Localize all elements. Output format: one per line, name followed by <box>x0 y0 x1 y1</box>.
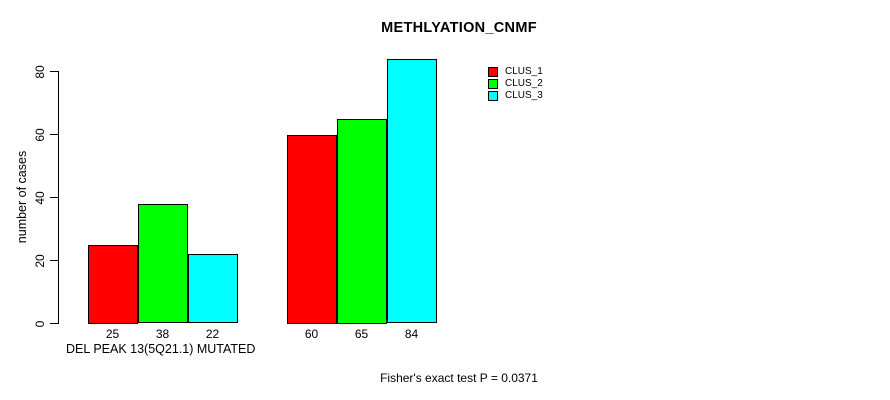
bar-value-label: 60 <box>304 327 319 341</box>
x-axis-label: DEL PEAK 13(5Q21.1) MUTATED <box>66 342 256 356</box>
y-tick-label: 80 <box>33 65 47 79</box>
legend: CLUS_1 CLUS_2 CLUS_3 <box>488 66 543 102</box>
y-tick-mark <box>50 197 59 199</box>
y-tick-label: 40 <box>33 190 47 205</box>
legend-label: CLUS_1 <box>505 66 543 77</box>
y-axis-title: number of cases <box>15 150 29 244</box>
bar-value-label: 65 <box>354 327 369 341</box>
bar-clus_2-group2 <box>336 118 387 324</box>
legend-item: CLUS_3 <box>488 90 543 102</box>
y-tick-label: 60 <box>33 128 47 142</box>
legend-swatch-clus_1 <box>488 67 498 77</box>
y-tick-mark <box>50 259 59 262</box>
y-tick-label: 20 <box>33 253 47 268</box>
bar-clus_1-group1 <box>87 244 138 324</box>
chart-title: METHLYATION_CNMF <box>381 20 537 36</box>
legend-swatch-clus_2 <box>488 79 498 89</box>
y-tick-label: 0 <box>33 320 47 327</box>
bar-clus_1-group2 <box>286 134 337 324</box>
bar-value-label: 38 <box>155 327 170 341</box>
legend-label: CLUS_3 <box>505 90 543 101</box>
legend-label: CLUS_2 <box>505 78 543 89</box>
fisher-test-annotation: Fisher's exact test P = 0.0371 <box>380 371 538 385</box>
bar-clus_2-group1 <box>137 203 188 324</box>
legend-swatch-clus_3 <box>488 91 498 101</box>
bar-value-label: 22 <box>205 327 220 341</box>
bar-value-label: 84 <box>404 327 419 341</box>
bar-clus_3-group1 <box>187 254 238 324</box>
legend-item: CLUS_2 <box>488 78 543 90</box>
bar-value-label: 25 <box>105 327 120 341</box>
bar-clus_3-group2 <box>386 59 437 324</box>
legend-item: CLUS_1 <box>488 66 543 78</box>
y-tick-mark <box>50 322 59 325</box>
y-tick-mark <box>50 71 59 73</box>
y-tick-mark <box>50 134 59 136</box>
